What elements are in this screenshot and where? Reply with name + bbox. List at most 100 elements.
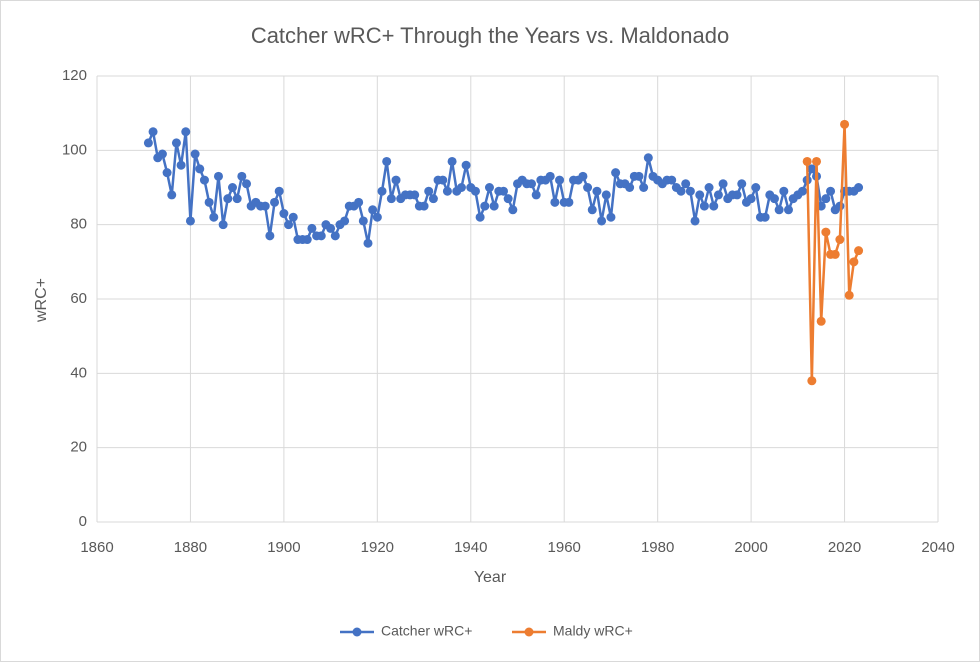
y-tick-label: 100 — [62, 141, 87, 158]
data-point — [844, 290, 854, 300]
data-point — [592, 186, 602, 196]
data-point — [227, 183, 237, 192]
x-tick-label: 1920 — [361, 539, 394, 556]
data-point — [667, 175, 677, 185]
data-point — [597, 216, 607, 226]
data-point — [148, 127, 158, 137]
data-point — [171, 138, 181, 148]
data-point — [288, 212, 298, 222]
data-point — [223, 194, 233, 204]
data-point — [685, 186, 695, 196]
data-point — [802, 156, 812, 166]
data-point — [199, 175, 209, 185]
data-point — [316, 231, 326, 241]
chart-title: Catcher wRC+ Through the Years vs. Maldo… — [251, 23, 729, 48]
data-point — [330, 231, 340, 241]
data-point — [821, 194, 831, 204]
data-point — [274, 186, 284, 196]
data-point — [372, 212, 382, 222]
legend-item: Catcher wRC+ — [340, 623, 472, 639]
data-point — [167, 190, 177, 200]
data-point — [508, 205, 518, 215]
x-tick-label: 1900 — [267, 539, 300, 556]
data-point — [835, 235, 845, 245]
data-point — [181, 127, 191, 137]
data-point — [382, 156, 392, 166]
data-point — [821, 227, 831, 237]
data-point — [162, 168, 172, 178]
data-point — [438, 175, 448, 185]
data-point — [213, 171, 223, 181]
legend-swatch-marker — [524, 627, 534, 637]
y-tick-label: 40 — [70, 364, 87, 381]
data-point — [157, 149, 167, 159]
x-tick-label: 2000 — [734, 539, 767, 556]
data-point — [279, 209, 289, 219]
data-point — [195, 164, 205, 174]
x-tick-label: 1940 — [454, 539, 487, 556]
legend-item: Maldy wRC+ — [512, 623, 633, 639]
y-tick-label: 20 — [70, 439, 87, 456]
data-point — [237, 171, 247, 181]
data-point — [555, 175, 565, 185]
data-point — [606, 212, 616, 222]
y-tick-label: 80 — [70, 216, 87, 233]
data-point — [260, 201, 270, 211]
data-point — [704, 183, 714, 192]
data-point — [358, 216, 368, 226]
data-point — [583, 183, 593, 192]
data-point — [564, 197, 574, 207]
data-point — [185, 216, 195, 226]
data-point — [442, 186, 452, 196]
data-point — [854, 183, 864, 192]
y-tick-label: 120 — [62, 67, 87, 84]
data-point — [807, 164, 817, 174]
data-point — [354, 197, 364, 207]
data-point — [639, 183, 649, 192]
data-point — [410, 190, 420, 200]
data-point — [143, 138, 153, 148]
data-point — [461, 160, 471, 170]
data-point — [284, 220, 294, 230]
data-point — [611, 168, 621, 178]
x-tick-label: 1880 — [174, 539, 207, 556]
data-point — [428, 194, 438, 204]
data-point — [484, 183, 494, 192]
data-point — [816, 316, 826, 326]
data-point — [475, 212, 485, 222]
data-point — [307, 223, 317, 233]
data-point — [424, 186, 434, 196]
data-point — [732, 190, 742, 200]
data-point — [718, 179, 728, 189]
data-point — [751, 183, 761, 192]
data-point — [849, 257, 859, 267]
y-tick-label: 0 — [79, 513, 87, 530]
data-point — [681, 179, 691, 189]
data-point — [265, 231, 275, 241]
data-point — [737, 179, 747, 189]
data-point — [826, 186, 836, 196]
data-point — [340, 216, 350, 226]
x-tick-label: 2020 — [828, 539, 861, 556]
data-point — [830, 249, 840, 259]
data-point — [503, 194, 513, 204]
data-point — [779, 186, 789, 196]
data-point — [447, 156, 457, 166]
data-point — [676, 186, 686, 196]
data-point — [625, 183, 635, 192]
data-point — [368, 205, 378, 215]
data-point — [419, 201, 429, 211]
data-point — [270, 197, 280, 207]
data-point — [840, 119, 850, 129]
data-point — [363, 238, 373, 248]
x-axis-label: Year — [474, 569, 507, 586]
data-point — [699, 201, 709, 211]
data-point — [480, 201, 490, 211]
data-point — [190, 149, 200, 159]
y-tick-label: 60 — [70, 290, 87, 307]
x-tick-label: 1960 — [548, 539, 581, 556]
data-point — [391, 175, 401, 185]
